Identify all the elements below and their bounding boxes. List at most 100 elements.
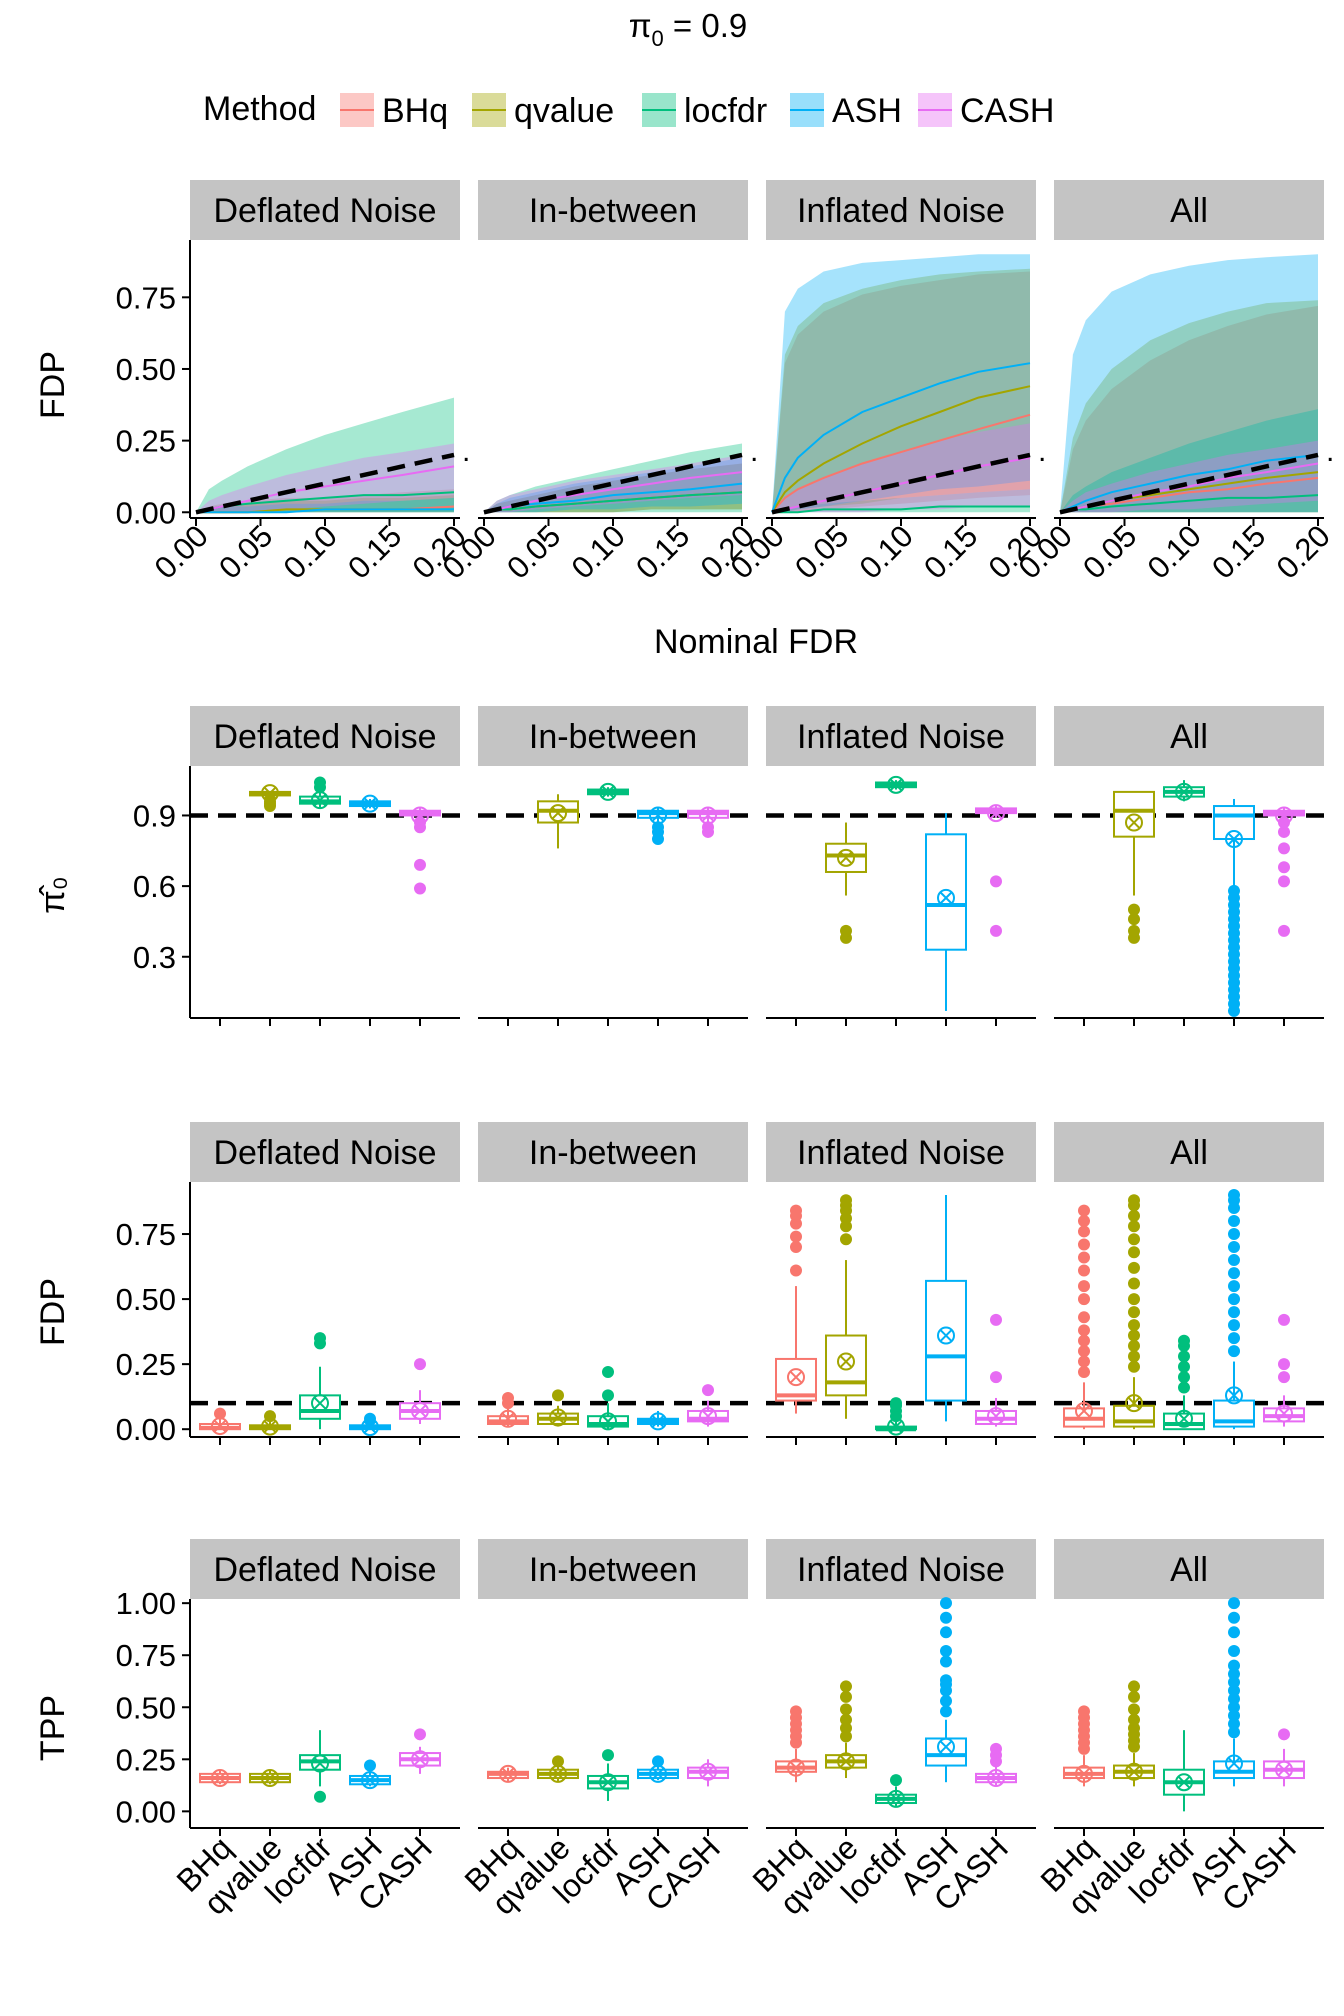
mean-marker [599, 782, 617, 801]
mean-marker [261, 1769, 279, 1788]
mean-marker-cross [313, 793, 327, 807]
outlier-point [1228, 1709, 1240, 1722]
outlier-point [1128, 1680, 1140, 1693]
outlier-point [1178, 1350, 1190, 1363]
outlier-point [1228, 1293, 1240, 1306]
outlier-point [414, 1728, 426, 1741]
mean-marker-cross [551, 806, 565, 820]
outlier-point [602, 1365, 614, 1378]
outlier-point [1228, 1626, 1240, 1639]
y-tick-label: 0.75 [116, 280, 176, 315]
mean-marker-cross [701, 1409, 715, 1423]
box-qvalue [537, 1755, 579, 1783]
mean-marker-cross [413, 1752, 427, 1767]
mean-marker [987, 804, 1005, 823]
mean-marker-cross [839, 851, 853, 865]
mean-line-ash [771, 362, 1031, 513]
box-bhq [199, 1769, 241, 1788]
mean-marker-cross [551, 1767, 565, 1781]
outlier-point [314, 1790, 326, 1803]
mean-marker [937, 1737, 955, 1756]
mean-marker-cross [501, 1767, 515, 1781]
outlier-point [1278, 924, 1290, 937]
outlier-point [214, 1407, 226, 1420]
outlier-point [414, 882, 426, 895]
legend-label-locfdr: locfdr [684, 92, 767, 130]
outlier-point [1128, 1713, 1140, 1726]
outlier-point [1228, 1659, 1240, 1672]
box-iqr [1213, 805, 1255, 841]
outlier-point [1078, 1280, 1090, 1293]
outlier-point [840, 1713, 852, 1726]
mean-marker-cross [789, 1370, 803, 1384]
outlier-point [1228, 1241, 1240, 1254]
panel-inflated-noise: Inflated Noise [766, 1122, 1036, 1445]
mean-marker-cross [601, 1775, 615, 1789]
outlier-point [1228, 1597, 1240, 1610]
outlier-point [1278, 1728, 1290, 1741]
box-locfdr [299, 776, 341, 810]
legend-label-qvalue: qvalue [514, 92, 614, 130]
ribbon-qvalue [772, 268, 1030, 513]
outlier-point [940, 1655, 952, 1668]
outlier-point [1228, 1726, 1240, 1739]
mean-marker [411, 1401, 429, 1420]
outlier-point [1128, 1220, 1140, 1233]
box-cash [687, 806, 729, 838]
mean-marker-cross [1227, 1388, 1241, 1403]
mean-marker [261, 784, 279, 803]
box-qvalue [1113, 1680, 1155, 1787]
mean-line-ash [196, 508, 454, 514]
y-tick-label: 0.50 [116, 1690, 176, 1725]
outlier-point [702, 1384, 714, 1397]
outlier-point [1078, 1215, 1090, 1228]
facet-strip [190, 1122, 460, 1182]
ribbon-qvalue [196, 495, 454, 513]
mean-marker-cross [363, 1773, 377, 1787]
legend-label-cash: CASH [960, 92, 1054, 130]
box-ash [349, 794, 391, 813]
box-ash [349, 1759, 391, 1790]
legend-label-bhq: BHq [382, 92, 448, 130]
panel-deflated-noise: Deflated Noise [190, 1122, 460, 1445]
outlier-point [1128, 1277, 1140, 1290]
mean-marker [1225, 1754, 1243, 1773]
y-tick-label: 0.75 [116, 1638, 176, 1673]
facet-strip-label: Inflated Noise [797, 192, 1005, 230]
outlier-point [840, 924, 852, 937]
facet-strip-label: Deflated Noise [213, 192, 436, 230]
mean-marker [411, 1750, 429, 1769]
outlier-point [1278, 875, 1290, 888]
mean-marker-cross [601, 785, 615, 799]
outlier-point [502, 1391, 514, 1404]
outlier-point [1078, 1264, 1090, 1277]
mean-marker [699, 1762, 717, 1781]
mean-marker-cross [839, 1754, 853, 1769]
outlier-point [1128, 1690, 1140, 1703]
outlier-point [1228, 1676, 1240, 1689]
ribbon-cash [772, 423, 1030, 513]
y-tick-label: 0.25 [116, 424, 176, 459]
box-locfdr [1163, 1730, 1205, 1812]
mean-marker-cross [1177, 1775, 1191, 1789]
outlier-point [890, 1397, 902, 1410]
mean-marker-cross [1227, 1756, 1241, 1771]
ribbon-qvalue [1060, 300, 1318, 513]
box-ash [925, 1195, 967, 1422]
outlier-point [990, 875, 1002, 888]
outlier-point [1278, 1371, 1290, 1384]
outlier-point [840, 1233, 852, 1246]
mean-marker [311, 791, 329, 810]
mean-marker-cross [1127, 1765, 1141, 1779]
mean-marker [261, 1417, 279, 1436]
facet-strip [190, 706, 460, 766]
y-tick-label: 0.25 [116, 1347, 176, 1382]
box-qvalue [537, 794, 579, 849]
box-qvalue [1113, 1194, 1155, 1430]
mean-line-ash [1059, 453, 1319, 514]
box-qvalue [249, 784, 291, 813]
facet-strip [1054, 180, 1324, 240]
mean-marker-cross [1127, 815, 1141, 830]
y-axis-title-tpp: TPP [34, 1695, 72, 1761]
